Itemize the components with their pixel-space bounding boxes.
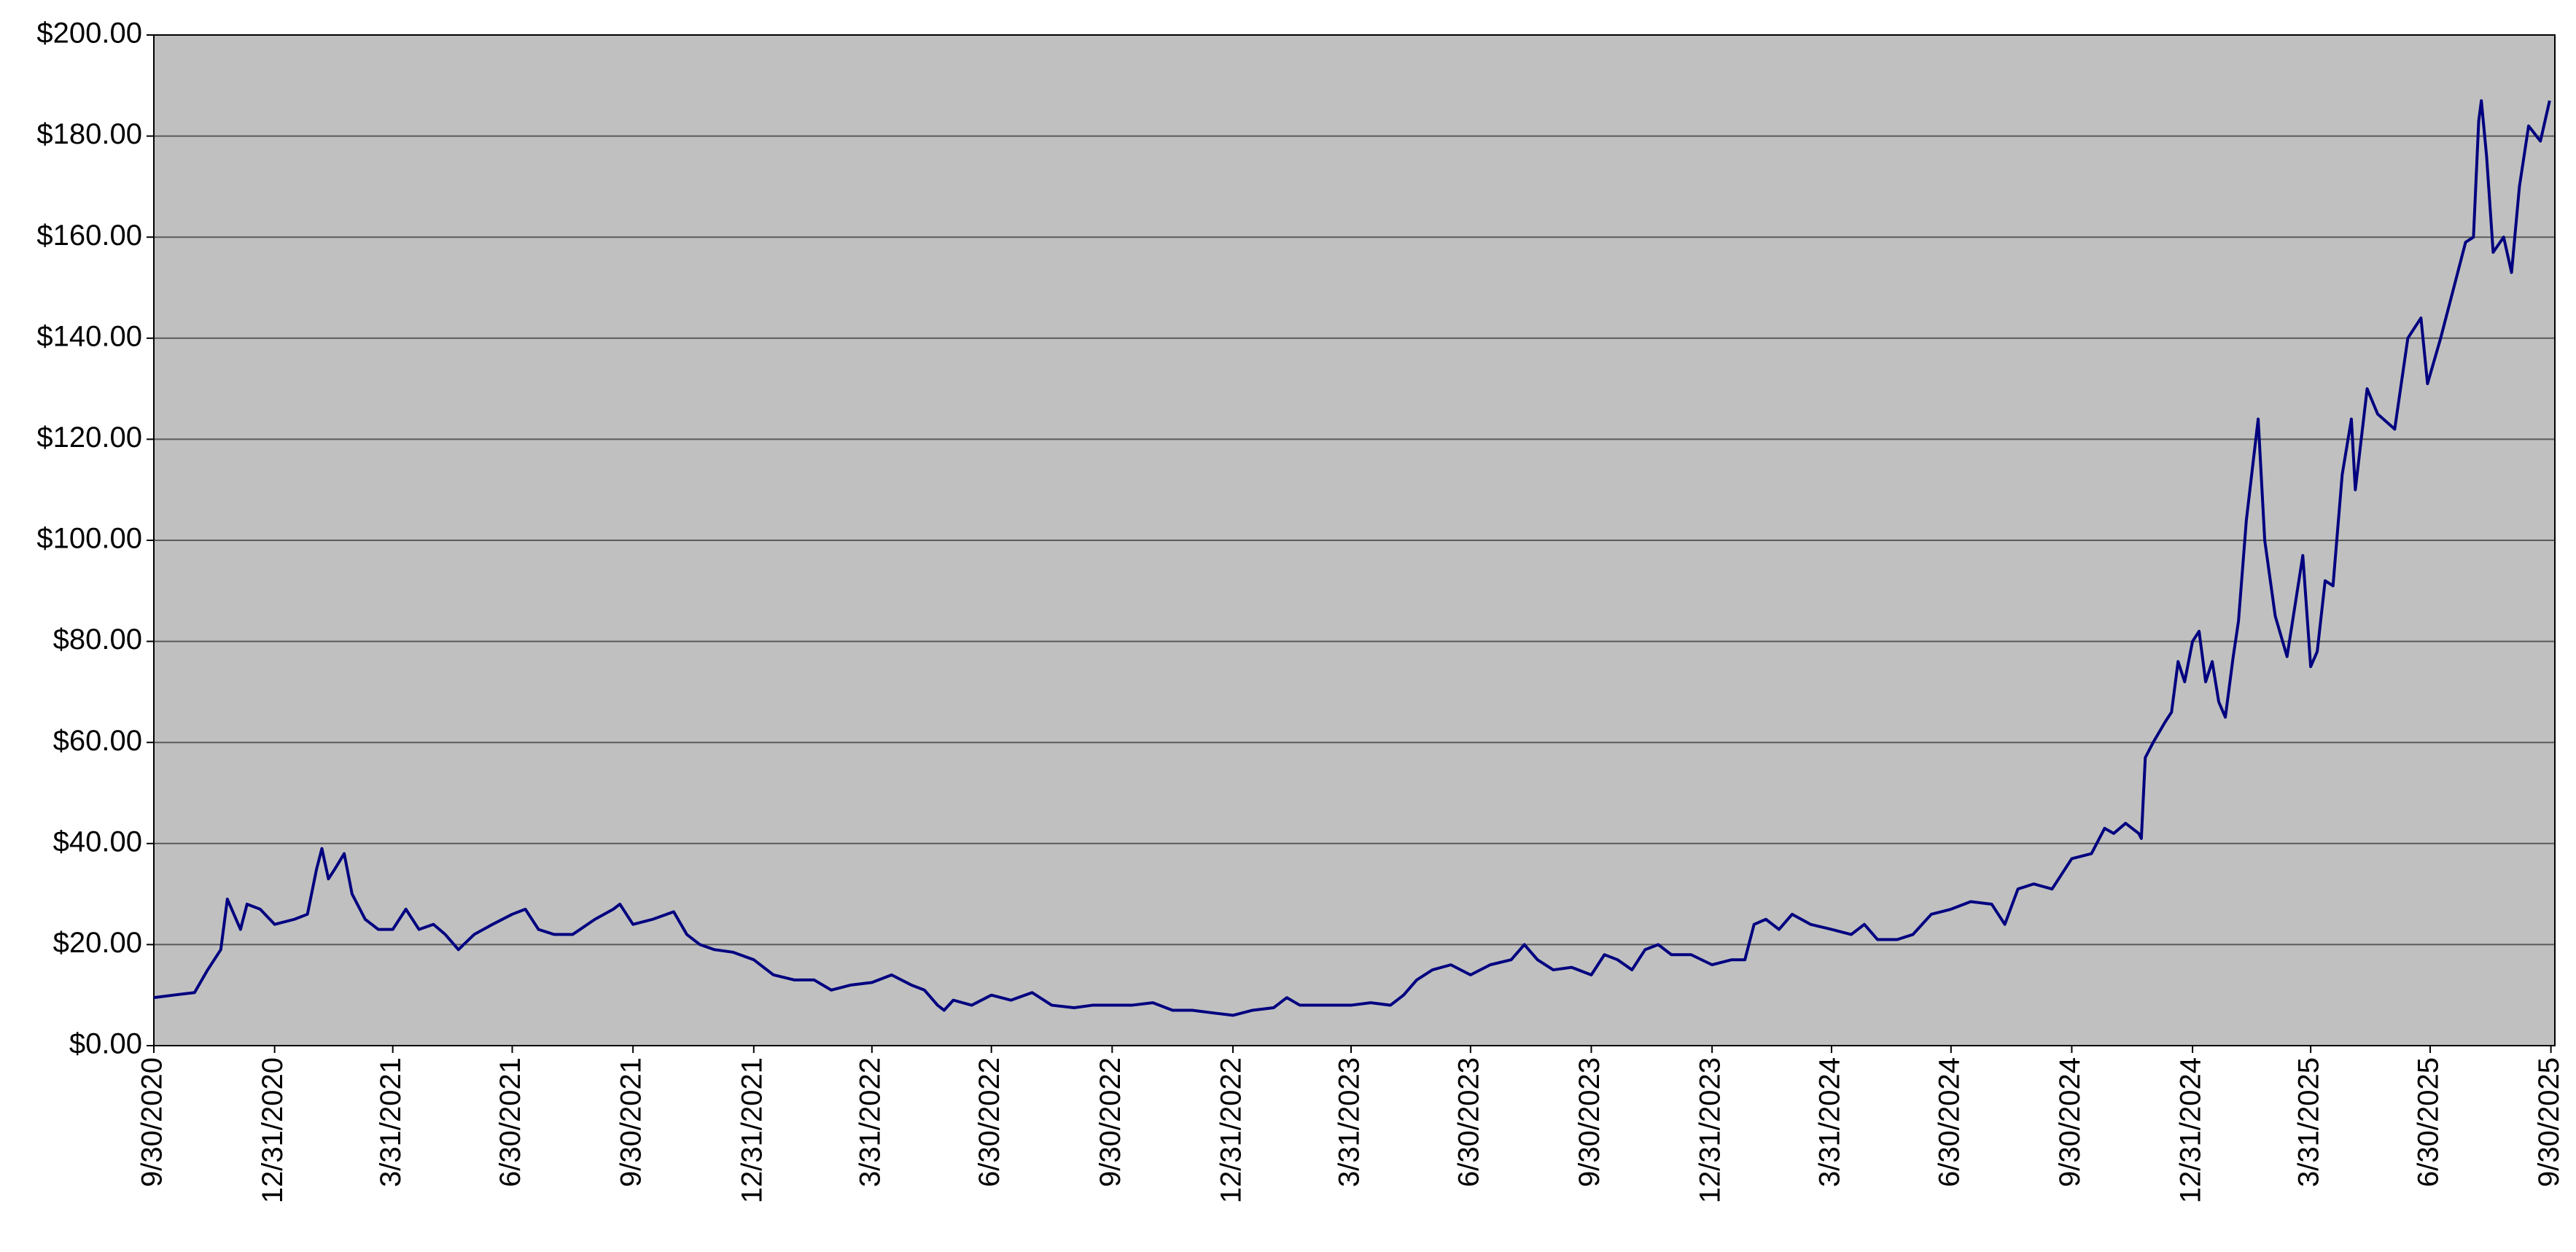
x-tick-label: 3/31/2024: [1814, 1057, 1846, 1187]
x-tick-label: 12/31/2023: [1694, 1057, 1727, 1203]
x-tick-label: 9/30/2024: [2054, 1057, 2086, 1187]
x-tick-label: 6/30/2024: [1933, 1057, 1965, 1187]
x-tick-label: 12/31/2024: [2175, 1057, 2207, 1203]
y-tick-label: $180.00: [36, 118, 142, 150]
x-tick-label: 3/31/2021: [375, 1057, 407, 1187]
y-tick-label: $160.00: [36, 219, 142, 252]
y-tick-label: $40.00: [53, 825, 142, 858]
y-tick-label: $120.00: [36, 421, 142, 454]
x-tick-label: 6/30/2023: [1452, 1057, 1484, 1187]
y-tick-label: $200.00: [36, 18, 142, 50]
price-line: [153, 99, 2551, 1017]
x-tick-label: 9/30/2021: [615, 1057, 647, 1187]
x-tick-label: 9/30/2020: [136, 1057, 168, 1187]
x-tick-label: 6/30/2025: [2413, 1057, 2445, 1187]
x-tick-label: 6/30/2021: [494, 1057, 526, 1187]
x-tick-label: 3/31/2023: [1334, 1057, 1366, 1187]
x-tick-label: 9/30/2025: [2533, 1057, 2565, 1187]
y-tick-label: $100.00: [36, 523, 142, 555]
x-tick-label: 9/30/2022: [1094, 1057, 1126, 1187]
plot-border: [153, 34, 2556, 1046]
x-tick-label: 12/31/2020: [257, 1057, 289, 1203]
y-tick-label: $60.00: [53, 725, 142, 757]
y-tick-label: $0.00: [69, 1028, 142, 1060]
y-tick-label: $140.00: [36, 320, 142, 352]
x-tick-label: 3/31/2025: [2293, 1057, 2325, 1187]
x-tick-label: 6/30/2022: [973, 1057, 1005, 1187]
y-tick-label: $80.00: [53, 623, 142, 656]
y-tick-label: $20.00: [53, 927, 142, 959]
x-tick-label: 9/30/2023: [1573, 1057, 1606, 1187]
x-tick-label: 12/31/2021: [736, 1057, 768, 1203]
x-tick-label: 12/31/2022: [1215, 1057, 1248, 1203]
x-tick-label: 3/31/2022: [854, 1057, 886, 1187]
